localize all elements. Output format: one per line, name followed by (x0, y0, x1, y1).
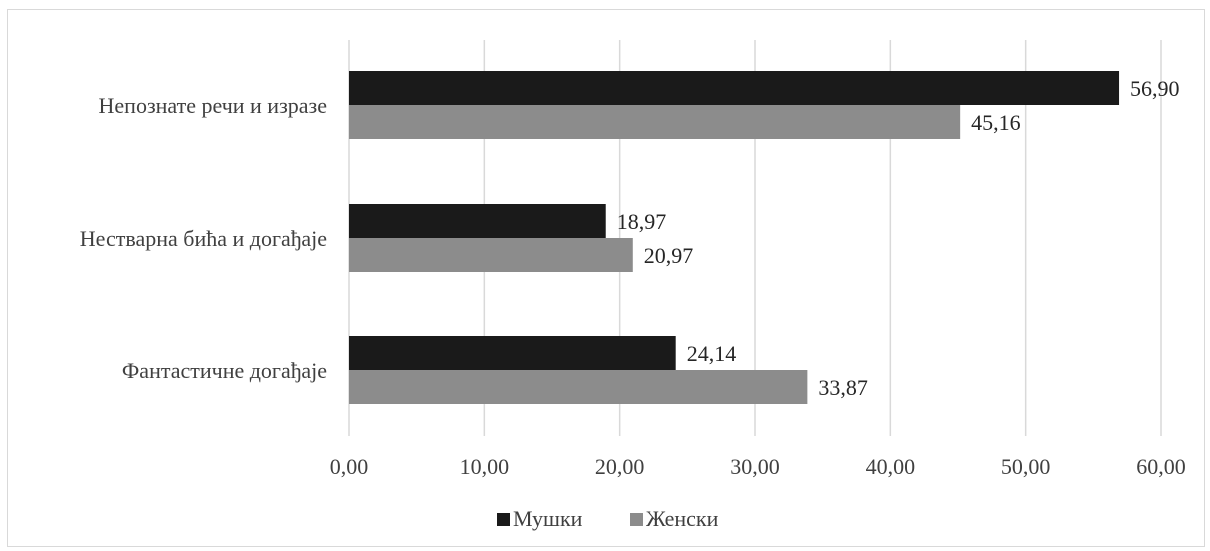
legend-swatch (497, 513, 510, 526)
x-tick-label: 10,00 (460, 454, 510, 479)
data-label: 18,97 (617, 209, 667, 234)
bar-male (349, 204, 606, 238)
x-tick-label: 60,00 (1136, 454, 1186, 479)
data-label: 33,87 (818, 375, 868, 400)
bar-female (349, 238, 633, 272)
data-label: 24,14 (687, 341, 737, 366)
bar-female (349, 370, 808, 404)
x-tick-label: 50,00 (1001, 454, 1051, 479)
legend-label: Женски (646, 506, 719, 531)
category-label: Нестварна бића и догађаје (80, 226, 327, 251)
x-tick-label: 40,00 (866, 454, 916, 479)
x-tick-label: 20,00 (595, 454, 645, 479)
bar-male (349, 336, 676, 370)
bar-male (349, 71, 1120, 105)
legend-label: Мушки (513, 506, 583, 531)
category-label: Фантастичне догађаје (122, 358, 327, 383)
legend-swatch (630, 513, 643, 526)
data-label: 56,90 (1130, 76, 1180, 101)
x-tick-label: 30,00 (730, 454, 780, 479)
data-label: 45,16 (971, 110, 1021, 135)
bar-female (349, 105, 961, 139)
data-label: 20,97 (644, 243, 694, 268)
x-tick-label: 0,00 (330, 454, 369, 479)
category-label: Непознате речи и изразе (99, 93, 327, 118)
